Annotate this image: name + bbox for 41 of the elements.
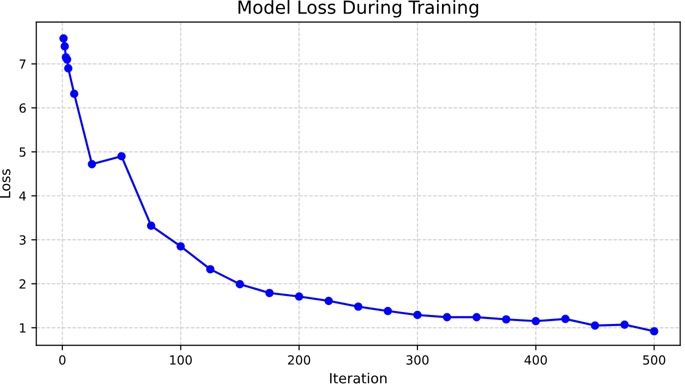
point (590, 321, 600, 330)
x-tick-label: 100 (170, 355, 192, 365)
point (561, 314, 570, 324)
y-tick-label: 3 (20, 235, 26, 245)
point (650, 327, 658, 336)
y-tick-label: 2 (20, 279, 26, 289)
point (472, 313, 481, 322)
point (413, 310, 422, 320)
y-tick-label: 7 (20, 60, 26, 69)
point (60, 42, 69, 50)
point (64, 64, 72, 72)
point (117, 152, 126, 160)
y-tick-label: 6 (20, 103, 26, 113)
point (62, 55, 72, 64)
point (324, 296, 333, 306)
point (442, 313, 452, 322)
point (70, 90, 78, 98)
point (502, 315, 510, 324)
x-tick-label: 300 (406, 355, 429, 365)
point (294, 292, 304, 301)
point (265, 288, 274, 298)
y-axis-title: Loss (0, 169, 10, 198)
y-tick-label: 4 (19, 191, 26, 201)
x-tick-label: 500 (643, 355, 666, 365)
point (206, 265, 214, 274)
point (354, 302, 362, 311)
point (59, 34, 68, 43)
y-tick-label: 5 (20, 147, 26, 157)
point (620, 320, 629, 329)
point (532, 316, 540, 326)
x-tick-label: 0 (59, 355, 66, 365)
point (88, 160, 96, 168)
x-tick-label: 200 (288, 355, 310, 365)
point (384, 306, 392, 316)
point (176, 242, 185, 251)
x-tick-label: 400 (524, 355, 547, 365)
point (146, 222, 156, 230)
x-axis-title: Iteration (330, 372, 387, 384)
point (236, 280, 244, 288)
chart-title: Model Loss During Training (238, 0, 478, 18)
y-tick-label: 1 (20, 323, 26, 332)
